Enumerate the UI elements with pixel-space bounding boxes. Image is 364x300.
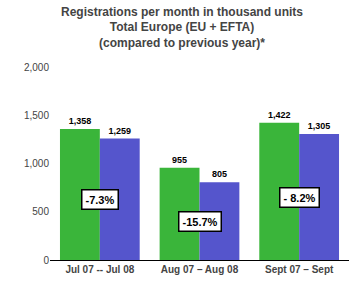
- svg-text:2,000: 2,000: [24, 62, 49, 73]
- svg-text:- 8.2%: - 8.2%: [284, 192, 316, 204]
- svg-text:1,305: 1,305: [308, 121, 331, 131]
- svg-text:Sept 07 – Sept: Sept 07 – Sept: [265, 264, 334, 275]
- svg-text:500: 500: [32, 206, 49, 217]
- svg-text:Jul 07 -- Jul 08: Jul 07 -- Jul 08: [65, 264, 134, 275]
- svg-text:0: 0: [43, 255, 49, 266]
- svg-text:1,259: 1,259: [108, 126, 131, 136]
- svg-text:1,000: 1,000: [24, 158, 49, 169]
- svg-text:1,422: 1,422: [268, 110, 291, 120]
- svg-text:955: 955: [172, 155, 187, 165]
- svg-text:-7.3%: -7.3%: [86, 194, 115, 206]
- svg-text:Aug 07 – Aug 08: Aug 07 – Aug 08: [161, 264, 239, 275]
- svg-text:-15.7%: -15.7%: [183, 216, 218, 228]
- svg-text:805: 805: [212, 169, 227, 179]
- svg-text:1,358: 1,358: [69, 116, 92, 126]
- svg-text:1,500: 1,500: [24, 110, 49, 121]
- svg-text:Registrations per month in tho: Registrations per month in thousand unit…: [61, 5, 303, 50]
